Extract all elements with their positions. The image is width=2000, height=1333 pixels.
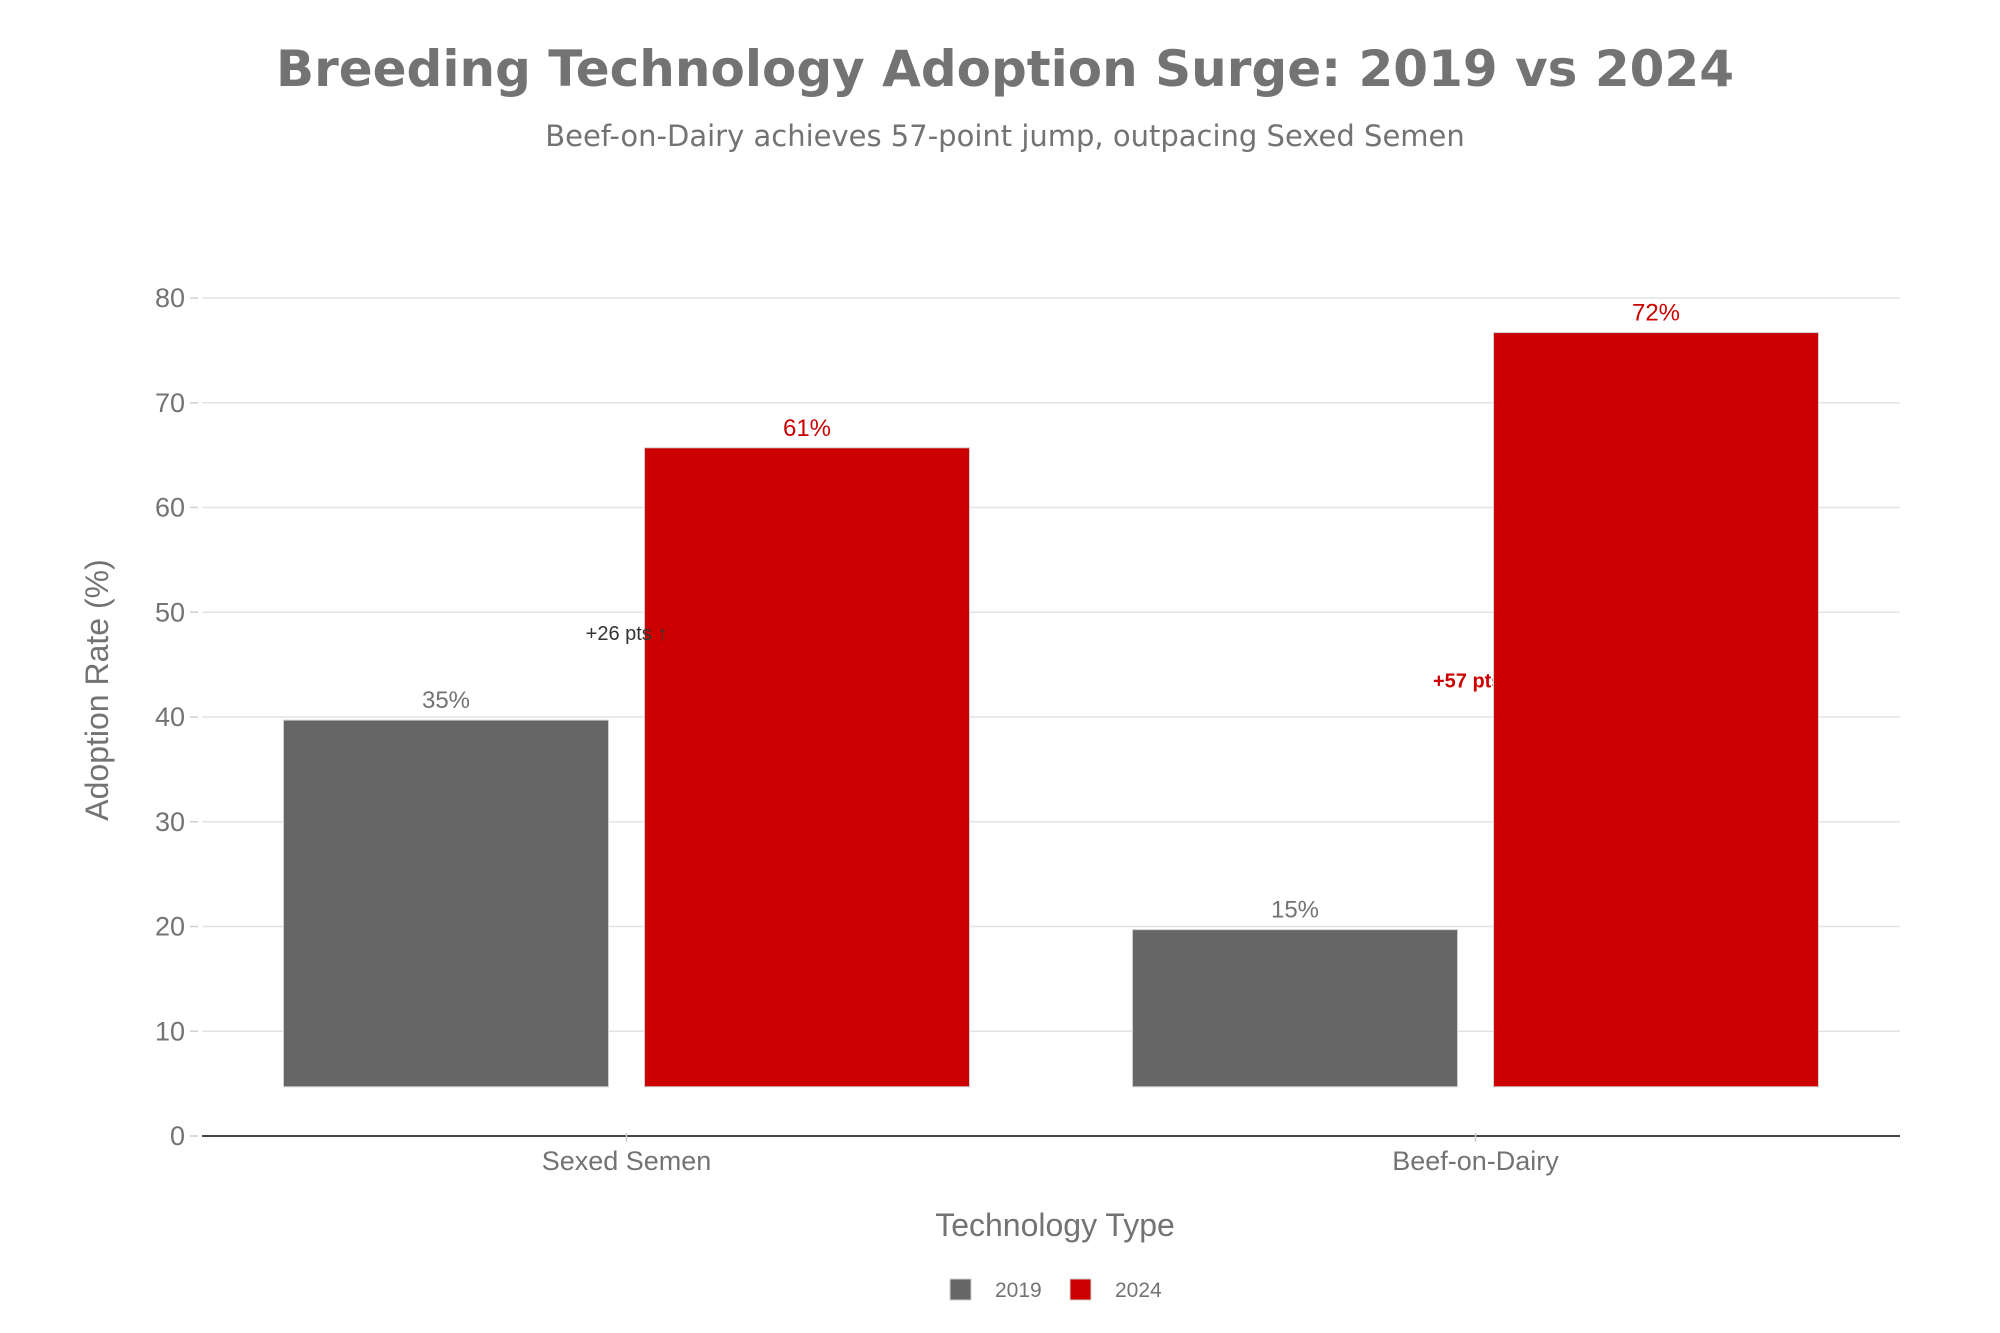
y-tick-label: 70 bbox=[155, 388, 185, 418]
legend-swatch-2019 bbox=[949, 1278, 972, 1301]
y-axis-title: Adoption Rate (%) bbox=[79, 559, 115, 820]
y-tick-label: 0 bbox=[170, 1121, 185, 1151]
y-tick-label: 80 bbox=[155, 283, 185, 313]
bar-value-label: 15% bbox=[1271, 897, 1319, 924]
bar-value-label: 61% bbox=[783, 415, 831, 442]
y-axis-ticks: 0 10 20 30 40 50 60 70 80 bbox=[155, 283, 198, 1151]
bar-2019-1 bbox=[1132, 929, 1458, 1088]
x-tick-label: Sexed Semen bbox=[542, 1146, 712, 1176]
chart-subtitle: Beef-on-Dairy achieves 57-point jump, ou… bbox=[545, 119, 1465, 153]
bar-value-label: 35% bbox=[422, 687, 470, 714]
bar-labels: 35% 61% 15% 72% bbox=[422, 300, 1680, 924]
y-tick-label: 60 bbox=[155, 493, 185, 523]
y-tick-label: 20 bbox=[155, 912, 185, 942]
x-axis-ticks: Sexed Semen Beef-on-Dairy bbox=[542, 1133, 1559, 1176]
bar-2024-1 bbox=[1493, 332, 1819, 1088]
y-tick-label: 30 bbox=[155, 807, 185, 837]
y-tick-label: 50 bbox=[155, 597, 185, 627]
legend-swatch-2024 bbox=[1069, 1278, 1092, 1301]
y-tick-label: 10 bbox=[155, 1016, 185, 1046]
bar-2019-0 bbox=[283, 719, 609, 1088]
y-tick-label: 40 bbox=[155, 702, 185, 732]
legend-label-2024: 2024 bbox=[1115, 1279, 1162, 1302]
chart-title: Breeding Technology Adoption Surge: 2019… bbox=[276, 40, 1734, 98]
x-axis-title: Technology Type bbox=[935, 1207, 1175, 1243]
legend-label-2019: 2019 bbox=[995, 1279, 1042, 1302]
bar-2024-0 bbox=[644, 447, 970, 1088]
legend: 2019 2024 bbox=[949, 1278, 1162, 1302]
annotations-over: +26 pts ↑ bbox=[586, 623, 668, 645]
bars bbox=[283, 332, 1819, 1088]
x-tick-label: Beef-on-Dairy bbox=[1392, 1146, 1559, 1176]
change-annotation: +26 pts ↑ bbox=[586, 623, 668, 645]
bar-value-label: 72% bbox=[1632, 300, 1680, 327]
